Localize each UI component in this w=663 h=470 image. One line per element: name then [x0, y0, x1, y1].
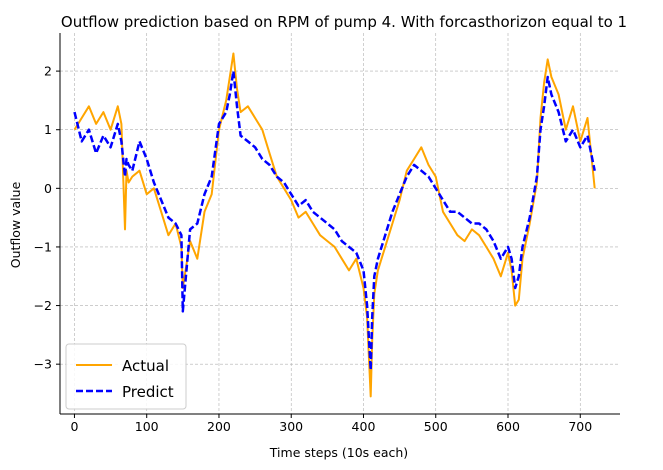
- series-line-predict: [73, 69, 596, 372]
- legend: Actual Predict: [65, 343, 187, 410]
- x-tick-label: 0: [70, 419, 78, 434]
- x-tick-label: 500: [424, 419, 448, 434]
- y-tick-label: −1: [34, 239, 52, 254]
- grid: [60, 33, 620, 414]
- series-line-actual: [73, 52, 596, 398]
- x-axis-label: Time steps (10s each): [269, 445, 408, 460]
- x-tick-label: 600: [496, 419, 520, 434]
- legend-label-actual: Actual: [122, 357, 169, 375]
- y-tick-label: 1: [44, 122, 52, 137]
- series-layer: [73, 52, 596, 398]
- y-tick-label: 0: [44, 181, 52, 196]
- y-tick-label: −3: [34, 357, 52, 372]
- x-tick-label: 100: [135, 419, 159, 434]
- x-tick-label: 700: [568, 419, 592, 434]
- x-tick-label: 200: [207, 419, 231, 434]
- y-tick-label: −2: [34, 298, 52, 313]
- legend-box: [65, 343, 187, 410]
- y-axis-label: Outflow value: [8, 181, 23, 268]
- y-ticks: 2 1 0 −1 −2 −3: [34, 64, 60, 372]
- x-tick-label: 400: [352, 419, 376, 434]
- x-ticks: 0 100 200 300 400 500 600 700: [70, 414, 592, 434]
- y-tick-label: 2: [44, 64, 52, 79]
- x-tick-label: 300: [279, 419, 303, 434]
- legend-label-predict: Predict: [122, 383, 174, 401]
- chart-title: Outflow prediction based on RPM of pump …: [61, 13, 627, 31]
